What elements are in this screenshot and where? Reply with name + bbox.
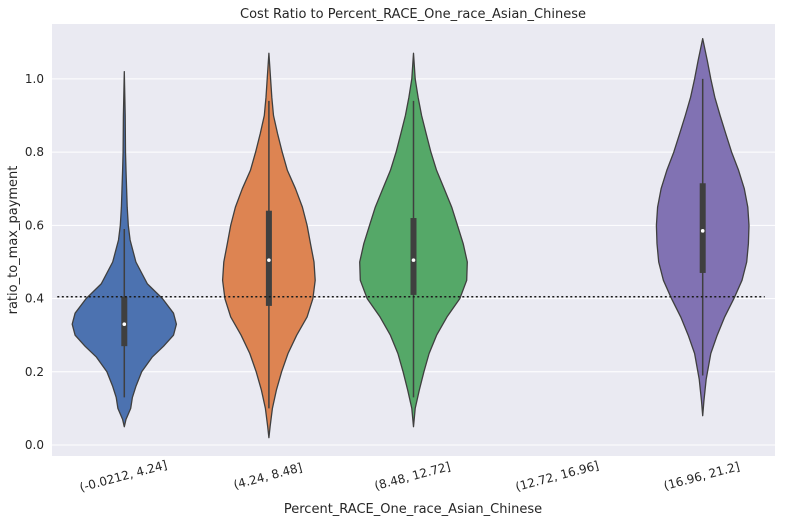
y-axis-label: ratio_to_max_payment [6, 166, 21, 315]
violin-iqr-box [121, 296, 128, 347]
x-tick-labels: (-0.0212, 4.24] (4.24, 8.48] (8.48, 12.72]… [78, 458, 741, 495]
violin-iqr-box [265, 210, 272, 306]
x-tick-label: (8.48, 12.72] [373, 459, 452, 493]
y-tick-label: 0.0 [25, 438, 44, 452]
y-tick-label: 0.2 [25, 365, 44, 379]
x-tick-label: (-0.0212, 4.24] [78, 458, 169, 495]
y-tick-label: 1.0 [25, 72, 44, 86]
x-tick-label: (16.96, 21.2] [662, 459, 741, 493]
violin-iqr-box [699, 183, 706, 273]
x-axis-label: Percent_RACE_One_race_Asian_Chinese [284, 502, 542, 517]
violin-median-dot [411, 258, 416, 262]
violin-median-dot [267, 258, 271, 262]
y-tick-label: 0.4 [25, 292, 44, 306]
x-tick-label: (4.24, 8.48] [232, 460, 304, 492]
violin-median-dot [122, 322, 127, 327]
x-tick-label: (12.72, 16.96] [514, 458, 600, 494]
violin-iqr-box [410, 218, 417, 295]
y-tick-label: 0.8 [25, 145, 44, 159]
y-tick-label: 0.6 [25, 218, 44, 232]
chart-title: Cost Ratio to Percent_RACE_One_race_Asia… [240, 7, 586, 22]
violin-median-dot [700, 229, 705, 233]
y-tick-labels: 0.0 0.2 0.4 0.6 0.8 1.0 [25, 72, 44, 452]
violins [71, 37, 750, 439]
